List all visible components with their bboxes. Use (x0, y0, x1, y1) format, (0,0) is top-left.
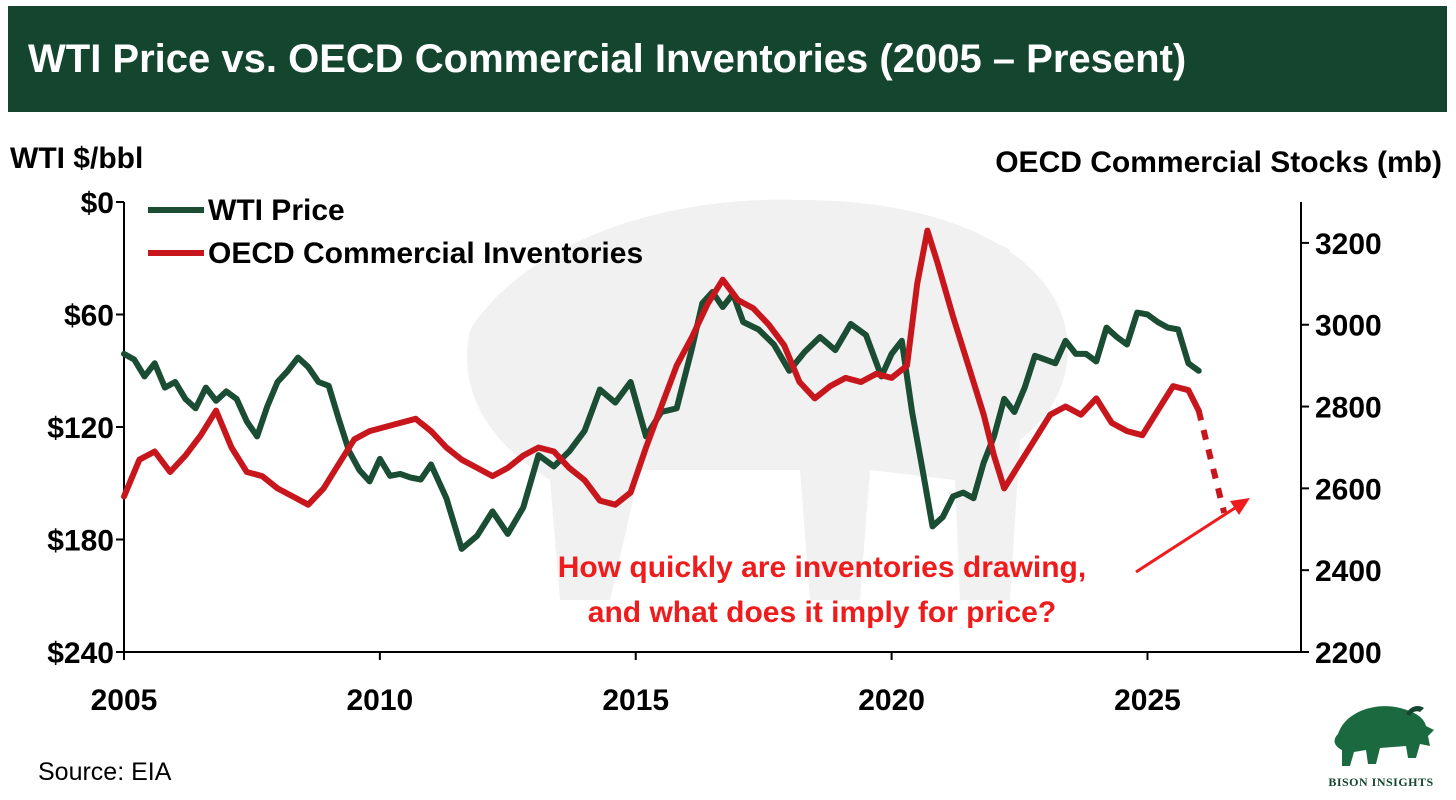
legend: WTI Price OECD Commercial Inventories (148, 194, 643, 270)
bison-logo-icon (1334, 706, 1434, 766)
annotation-line-2: and what does it imply for price? (588, 596, 1056, 629)
right-tick-label: 2400 (1315, 555, 1382, 588)
left-axis-title: WTI $/bbl (10, 142, 143, 175)
x-axis-ticks: 2005 2010 2015 2020 2025 (91, 652, 1181, 717)
right-axis-title: OECD Commercial Stocks (mb) (995, 146, 1442, 179)
annotation: How quickly are inventories drawing, and… (558, 498, 1250, 629)
right-axis-ticks: 2200 2400 2600 2800 3000 3200 (1301, 228, 1382, 670)
series-layer (121, 227, 1228, 552)
x-tick-label: 2010 (346, 684, 413, 717)
left-tick-label: $240 (47, 637, 114, 670)
legend-label-oecd: OECD Commercial Inventories (208, 237, 643, 270)
x-tick-label: 2020 (858, 684, 925, 717)
annotation-arrow (1135, 504, 1239, 574)
wti-price-line (121, 289, 1202, 552)
x-tick-label: 2025 (1114, 684, 1181, 717)
page-title: WTI Price vs. OECD Commercial Inventorie… (28, 37, 1187, 81)
left-tick-label: $0 (81, 187, 114, 220)
logo-text: BISON INSIGHTS (1328, 775, 1434, 789)
right-tick-label: 2200 (1315, 637, 1382, 670)
left-axis-ticks: $0 $60 $120 $180 $240 (47, 187, 124, 670)
legend-label-wti: WTI Price (208, 194, 345, 227)
annotation-arrowhead (1230, 498, 1250, 515)
title-bar: WTI Price vs. OECD Commercial Inventorie… (8, 6, 1447, 112)
right-tick-label: 2600 (1315, 473, 1382, 506)
source-note: Source: EIA (38, 758, 172, 786)
left-tick-label: $120 (47, 412, 114, 445)
oecd-projection-line (1195, 409, 1228, 514)
left-tick-label: $180 (47, 525, 114, 558)
bison-insights-logo: BISON INSIGHTS (1320, 694, 1442, 794)
x-tick-label: 2005 (91, 684, 158, 717)
right-tick-label: 3200 (1315, 228, 1382, 261)
annotation-line-1: How quickly are inventories drawing, (558, 551, 1086, 584)
right-tick-label: 2800 (1315, 392, 1382, 425)
left-tick-label: $60 (64, 300, 114, 333)
right-tick-label: 3000 (1315, 310, 1382, 343)
x-tick-label: 2015 (602, 684, 669, 717)
oecd-inventories-line (121, 227, 1202, 508)
